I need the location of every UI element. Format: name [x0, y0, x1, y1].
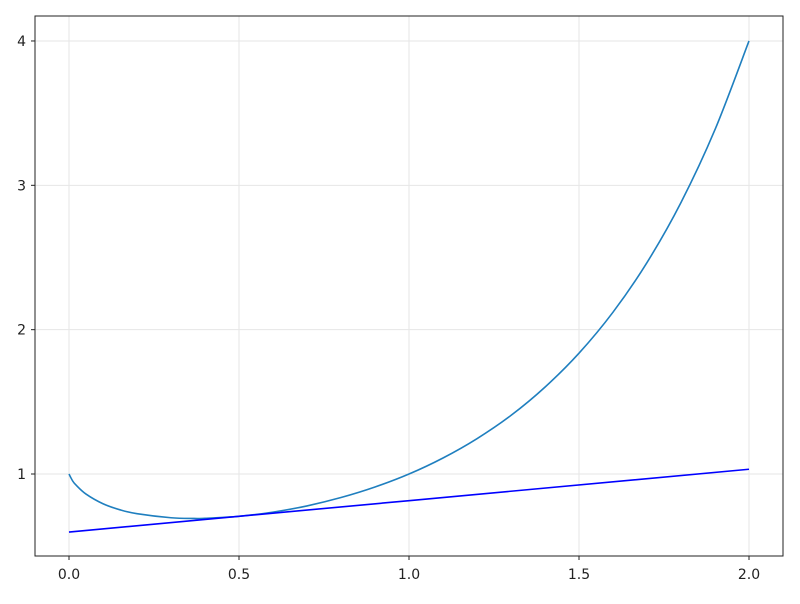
grid: [35, 16, 783, 556]
y-tick-label: 3: [17, 178, 26, 194]
x-tick-label: 1.0: [398, 567, 420, 583]
x-tick-label: 2.0: [738, 567, 760, 583]
ticks: 0.0 0.5 1.0 1.5 2.0 1 2 3 4: [17, 34, 760, 583]
y-tick-label: 2: [17, 323, 26, 339]
x-tick-label: 0.5: [228, 567, 250, 583]
x-tick-label: 0.0: [58, 567, 80, 583]
series-line-1: [68, 468, 750, 533]
series-layer: [68, 40, 750, 533]
series-line-0: [68, 40, 750, 520]
x-tick-label: 1.5: [568, 567, 590, 583]
y-tick-label: 4: [17, 34, 26, 50]
y-tick-label: 1: [17, 467, 26, 483]
